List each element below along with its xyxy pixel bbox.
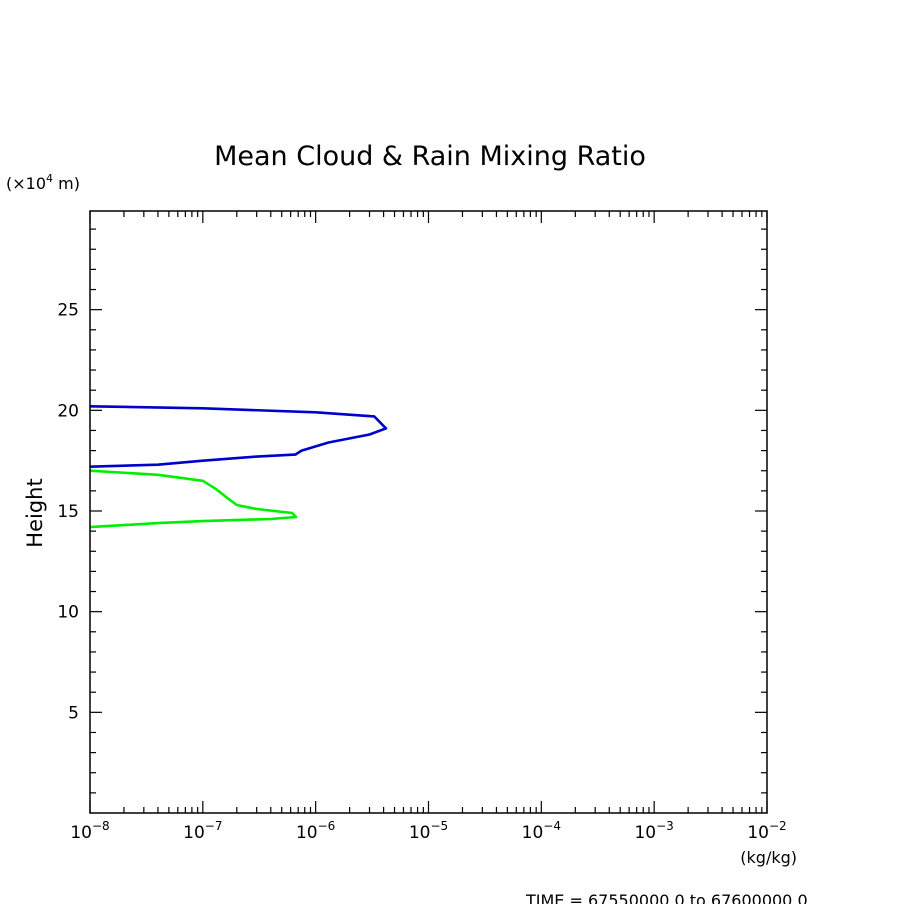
x-tick-label: 10−8	[70, 819, 109, 843]
y-axis-label: Height	[23, 478, 47, 547]
x-tick-label: 10−4	[522, 819, 561, 843]
x-tick-label: 10−6	[296, 819, 335, 843]
y-tick-label: 10	[57, 603, 79, 623]
y-tick-label: 15	[57, 502, 79, 522]
series-line-1	[89, 405, 388, 468]
x-tick-labels: 10−8 10−7 10−6 10−5 10−4 10−3 10−2	[70, 819, 786, 843]
y-tick-label: 5	[68, 703, 79, 723]
x-unit-label: (kg/kg)	[740, 848, 797, 867]
series-line-2	[89, 469, 298, 529]
major-ticks	[89, 211, 768, 813]
y-tick-label: 20	[57, 401, 79, 421]
x-tick-label: 10−7	[183, 819, 222, 843]
plot-frame	[89, 210, 768, 814]
x-tick-label: 10−2	[747, 819, 786, 843]
minor-ticks	[90, 211, 767, 813]
chart-title: Mean Cloud & Rain Mixing Ratio	[214, 141, 646, 172]
y-tick-labels: 5 10 15 20 25	[57, 301, 79, 724]
y-tick-label: 25	[57, 301, 79, 321]
series-layer	[89, 405, 388, 529]
time-range-label: TIME = 67550000.0 to 67600000.0	[525, 891, 808, 904]
x-tick-label: 10−5	[409, 819, 448, 843]
x-tick-label: 10−3	[634, 819, 673, 843]
y-unit-label: (×104 m)	[6, 172, 80, 193]
